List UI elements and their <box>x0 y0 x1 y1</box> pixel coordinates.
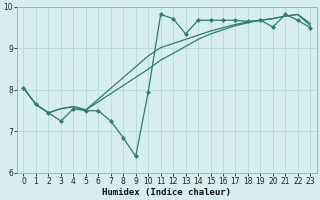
X-axis label: Humidex (Indice chaleur): Humidex (Indice chaleur) <box>102 188 231 197</box>
